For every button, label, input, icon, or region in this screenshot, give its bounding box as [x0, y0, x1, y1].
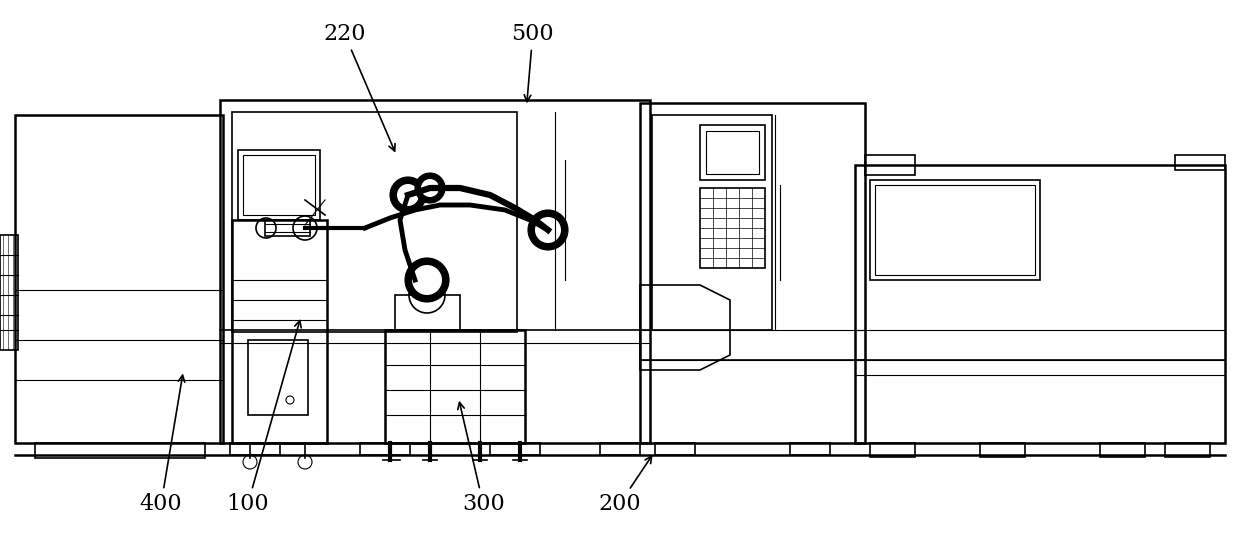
Circle shape — [405, 258, 449, 302]
Bar — [870, 180, 1040, 280]
Bar — [790, 443, 830, 455]
Bar — [232, 112, 517, 332]
Bar — [865, 155, 914, 175]
Circle shape — [396, 184, 419, 206]
Bar — [248, 340, 309, 415]
Bar — [1165, 443, 1211, 457]
Bar — [652, 115, 772, 330]
Text: 200: 200 — [598, 456, 652, 515]
Circle shape — [390, 177, 426, 213]
Bar — [489, 443, 540, 455]
Bar — [600, 443, 641, 455]
Bar — [980, 443, 1025, 457]
Bar — [361, 443, 410, 455]
Bar — [395, 295, 460, 330]
Circle shape — [415, 173, 445, 203]
Circle shape — [535, 217, 561, 243]
Text: 500: 500 — [512, 23, 554, 102]
Text: 400: 400 — [140, 375, 185, 515]
Circle shape — [413, 265, 442, 295]
Bar — [855, 330, 1225, 360]
Bar — [232, 220, 327, 443]
Text: 220: 220 — [323, 23, 395, 151]
Bar — [1175, 155, 1225, 170]
Circle shape — [528, 210, 567, 250]
Bar — [875, 185, 1035, 275]
Bar — [0, 235, 19, 350]
Bar — [706, 131, 760, 174]
Bar — [35, 443, 204, 458]
Circle shape — [421, 179, 439, 197]
Bar — [238, 150, 320, 220]
Bar — [655, 443, 695, 455]
Bar — [700, 125, 764, 180]
Bar — [641, 330, 865, 360]
Bar — [1100, 443, 1145, 457]
Bar — [870, 443, 914, 457]
Bar — [15, 115, 223, 443]
Text: 100: 100 — [227, 320, 301, 515]
Bar — [230, 443, 280, 455]
Text: 300: 300 — [457, 402, 504, 515]
Bar — [243, 155, 315, 215]
Bar — [700, 188, 764, 268]
Bar — [641, 103, 865, 443]
Bar — [855, 165, 1225, 443]
Bar — [265, 220, 310, 236]
Bar — [385, 330, 525, 443]
Bar — [221, 100, 650, 443]
